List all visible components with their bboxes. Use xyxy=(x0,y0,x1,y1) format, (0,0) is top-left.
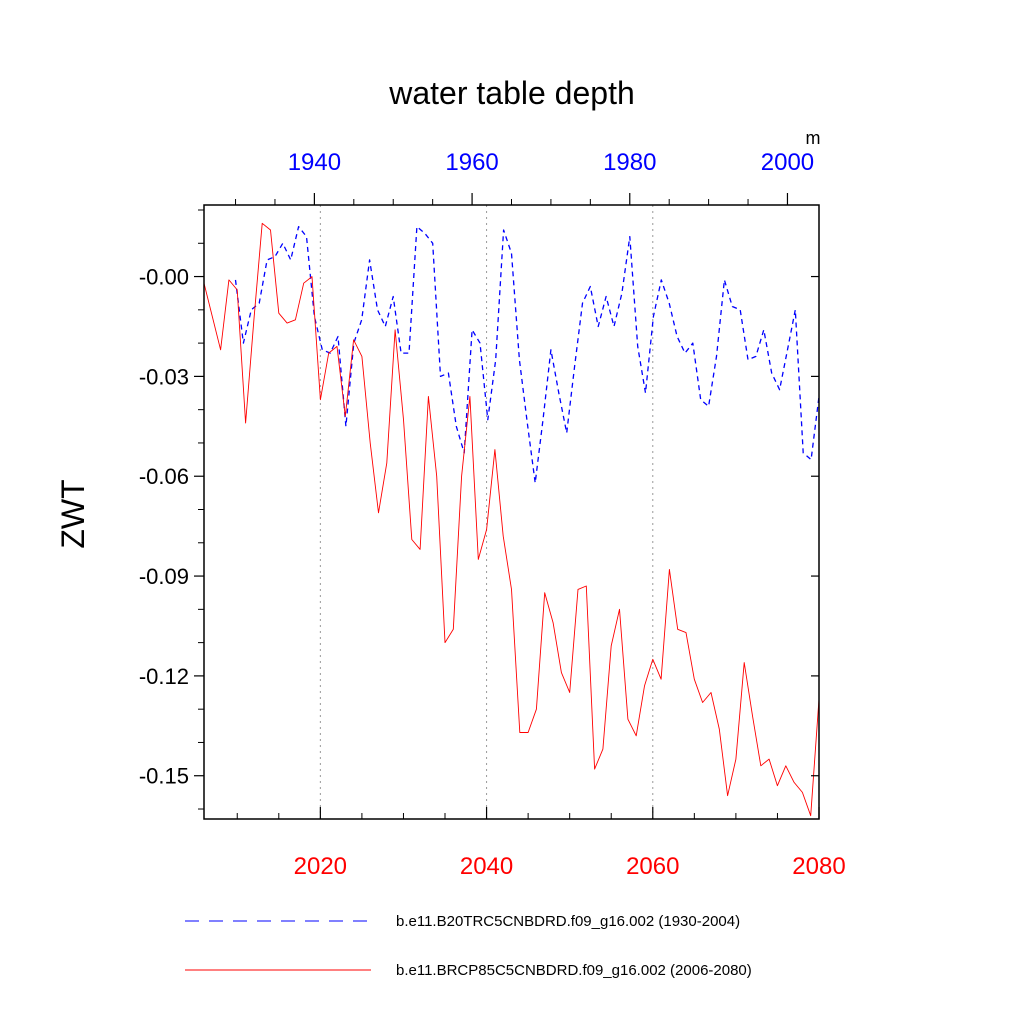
y-tick-label: -0.03 xyxy=(139,364,189,389)
y-tick-label: -0.12 xyxy=(139,664,189,689)
y-tick-label: -0.06 xyxy=(139,464,189,489)
units-label: m xyxy=(806,128,821,148)
legend-label-1: b.e11.BRCP85C5CNBDRD.f09_g16.002 (2006-2… xyxy=(396,962,752,979)
bottom-tick-label: 2080 xyxy=(792,853,845,880)
top-tick-label: 1960 xyxy=(445,149,498,176)
y-tick-label: -0.15 xyxy=(139,764,189,789)
top-tick-label: 1940 xyxy=(288,149,341,176)
bottom-tick-label: 2020 xyxy=(294,853,347,880)
y-tick-label: -0.09 xyxy=(139,564,189,589)
legend: b.e11.B20TRC5CNBDRD.f09_g16.002 (1930-20… xyxy=(185,913,752,979)
bottom-tick-label: 2040 xyxy=(460,853,513,880)
top-tick-label: 2000 xyxy=(761,149,814,176)
chart-title: water table depth xyxy=(388,75,635,111)
series-line-historical xyxy=(234,225,820,484)
axis-ticks: -0.00 -0.03 -0.06 -0.09 -0.12 -0.15 1940 1960 19… xyxy=(139,149,846,880)
plot-frame xyxy=(203,204,820,820)
bottom-tick-label: 2060 xyxy=(626,853,679,880)
legend-label-0: b.e11.B20TRC5CNBDRD.f09_g16.002 (1930-20… xyxy=(396,913,740,930)
top-tick-label: 1980 xyxy=(603,149,656,176)
series-line-rcp85 xyxy=(203,222,820,817)
y-axis-label: ZWT xyxy=(55,479,91,548)
y-tick-label: -0.00 xyxy=(139,265,189,290)
series-layer xyxy=(203,222,820,817)
gridlines xyxy=(319,205,654,819)
